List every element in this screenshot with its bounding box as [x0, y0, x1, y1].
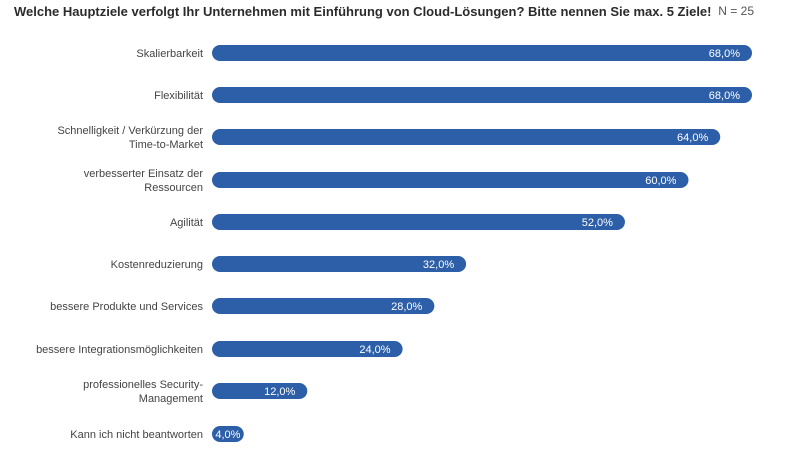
chart-title: Welche Hauptziele verfolgt Ihr Unternehm…	[14, 4, 712, 19]
category-label-5: Kostenreduzierung	[111, 259, 203, 271]
category-label-7: bessere Integrationsmöglichkeiten	[36, 344, 203, 356]
category-label-9: Kann ich nicht beantworten	[70, 429, 203, 441]
category-label-line: bessere Produkte und Services	[50, 301, 203, 313]
category-label-line: Schnelligkeit / Verkürzung der	[57, 125, 203, 137]
category-label-line: professionelles Security-	[83, 379, 203, 391]
category-label-line: Management	[139, 393, 203, 405]
value-label-2: 64,0%	[677, 132, 708, 144]
bar-7	[212, 341, 403, 357]
category-label-line: Flexibilität	[154, 90, 203, 102]
category-label-2: Schnelligkeit / Verkürzung der Time-to-Ma…	[57, 125, 203, 151]
bar-8	[212, 383, 308, 399]
value-label-9: 4,0%	[215, 429, 240, 441]
category-label-4: Agilität	[170, 217, 203, 229]
value-label-5: 32,0%	[423, 259, 454, 271]
value-label-0: 68,0%	[709, 48, 740, 60]
bar-5	[212, 256, 467, 272]
category-label-0: Skalierbarkeit	[136, 48, 203, 60]
bar-0	[212, 45, 752, 61]
value-label-3: 60,0%	[645, 175, 676, 187]
bar-3	[212, 172, 689, 188]
bar-1	[212, 87, 752, 103]
category-label-line: Time-to-Market	[129, 139, 203, 151]
category-label-line: bessere Integrationsmöglichkeiten	[36, 344, 203, 356]
category-label-1: Flexibilität	[154, 90, 203, 102]
bar-4	[212, 214, 625, 230]
category-label-8: professionelles Security- Management	[83, 379, 203, 405]
category-label-line: Kann ich nicht beantworten	[70, 429, 203, 441]
value-label-6: 28,0%	[391, 301, 422, 313]
category-label-line: verbesserter Einsatz der	[84, 168, 204, 180]
category-label-line: Agilität	[170, 217, 203, 229]
value-label-4: 52,0%	[582, 217, 613, 229]
category-label-3: verbesserter Einsatz der Ressourcen	[84, 168, 204, 194]
category-label-line: Ressourcen	[144, 182, 203, 194]
value-label-8: 12,0%	[264, 386, 295, 398]
category-label-line: Skalierbarkeit	[136, 48, 203, 60]
bar-6	[212, 298, 435, 314]
category-label-line: Kostenreduzierung	[111, 259, 203, 271]
bar-9	[212, 426, 244, 442]
sample-size-label: N = 25	[718, 4, 754, 18]
value-label-1: 68,0%	[709, 90, 740, 102]
value-label-7: 24,0%	[359, 344, 390, 356]
category-label-6: bessere Produkte und Services	[50, 301, 203, 313]
bar-2	[212, 129, 721, 145]
